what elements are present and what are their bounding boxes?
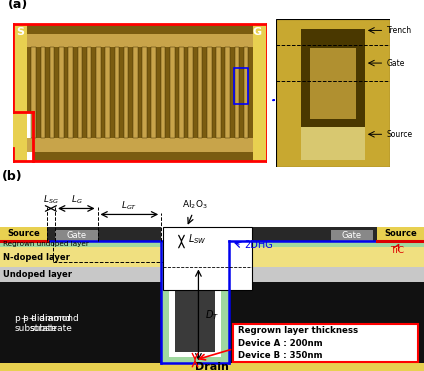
Bar [114,47,119,138]
Bar [13,112,33,161]
Bar [59,47,64,138]
Text: Source: Source [7,229,40,238]
Bar [41,47,45,138]
Bar [151,47,156,138]
Bar [207,47,212,138]
Bar [234,47,239,138]
Bar [0,227,47,241]
Text: Gate: Gate [66,231,86,240]
Text: TiC: TiC [390,246,404,255]
Text: Trench: Trench [387,26,412,35]
Text: Drain: Drain [195,362,229,371]
Bar [215,241,221,357]
Text: (a): (a) [8,0,28,11]
Bar [188,47,193,138]
Text: $D_T$: $D_T$ [205,308,219,322]
Bar [175,245,215,352]
Bar [170,47,175,138]
Text: Gate: Gate [387,59,405,68]
Text: Regrown layer thickness
Device A : 200nm
Device B : 350nm: Regrown layer thickness Device A : 200nm… [238,326,358,360]
Bar [234,68,248,104]
Bar [221,241,229,363]
Bar [0,282,424,363]
Bar [53,241,163,262]
Bar [31,47,36,138]
Bar [0,227,424,241]
Bar [226,47,230,138]
Bar [55,230,98,241]
Bar [68,47,73,138]
Bar [27,138,253,151]
Text: p+ diamond
substrate: p+ diamond substrate [15,314,70,333]
Bar [27,34,253,47]
Bar [142,47,147,138]
Text: Source: Source [387,130,413,139]
Bar [198,47,202,138]
Bar [216,47,221,138]
Text: Undoped layer: Undoped layer [3,270,73,279]
Bar [163,227,252,290]
Text: S: S [16,27,24,37]
Text: Source: Source [384,229,417,238]
Bar [179,47,184,138]
Bar [87,47,92,138]
Bar [301,127,365,160]
Bar [161,241,169,363]
Bar [253,24,267,161]
Bar [233,324,418,362]
Bar [161,357,229,363]
Bar [0,363,424,371]
Bar [0,266,424,282]
Text: N-doped layer: N-doped layer [3,253,70,262]
Bar [133,47,138,138]
Text: Gate: Gate [342,231,362,240]
Text: $L_{SW}$: $L_{SW}$ [188,233,206,246]
Text: $L_G$: $L_G$ [70,193,82,206]
Bar [169,241,175,357]
Bar [13,24,27,161]
Text: $L_{SG}$: $L_{SG}$ [43,193,59,206]
Text: $L_{GT}$: $L_{GT}$ [121,199,137,211]
Bar [105,47,110,138]
Bar [0,247,424,266]
Bar [50,47,54,138]
Bar [244,47,248,138]
Bar [169,352,221,357]
Bar [310,48,356,119]
Bar [124,47,128,138]
Bar [78,47,82,138]
Text: p+ diamond
substrate: p+ diamond substrate [23,314,79,333]
Bar [301,29,365,160]
Bar [96,47,100,138]
Text: G: G [253,27,262,37]
Text: 2DHG: 2DHG [244,240,273,250]
Text: (b): (b) [2,170,23,183]
Bar [0,241,424,247]
Bar [13,24,267,161]
Bar [377,227,424,241]
Bar [161,227,229,241]
Text: Al$_2$O$_3$: Al$_2$O$_3$ [182,198,208,211]
Text: Regrown undoped layer: Regrown undoped layer [3,241,89,247]
Bar [331,230,373,241]
Bar [161,47,165,138]
